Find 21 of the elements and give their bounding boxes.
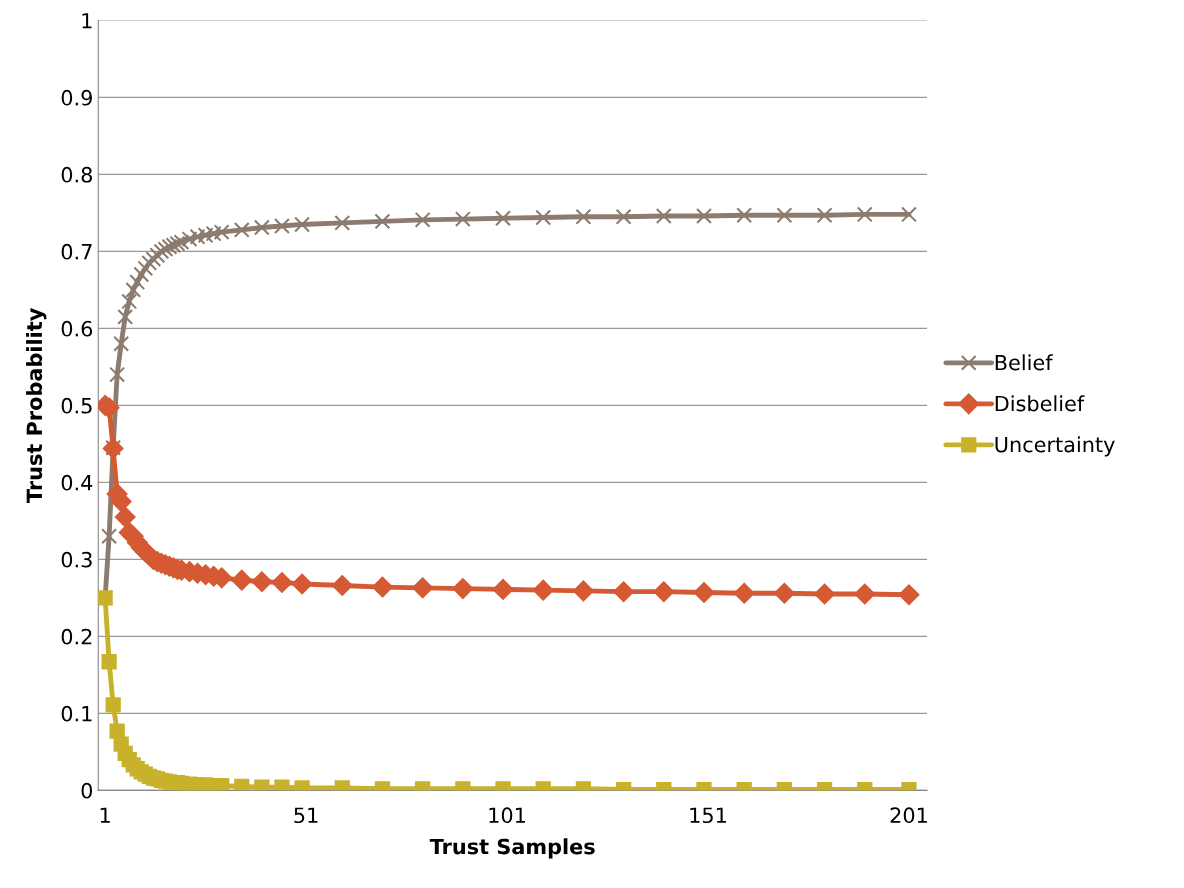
x-axis-title: Trust Samples (429, 838, 595, 859)
legend-label: Belief (995, 354, 1053, 371)
y-tick-label: 0.5 (61, 397, 92, 414)
y-tick-label: 0.8 (61, 166, 92, 183)
x-tick-label: 151 (690, 807, 726, 824)
legend-label: Disbelief (995, 395, 1085, 412)
y-tick-label: 0.7 (61, 243, 92, 260)
y-tick-label: 1 (82, 13, 92, 29)
y-tick-label: 0.4 (61, 474, 93, 491)
y-axis-title: Trust Probability (26, 308, 47, 503)
legend-label: Uncertainty (995, 436, 1115, 457)
y-tick-label: 0.3 (61, 551, 92, 568)
x-tick-label: 201 (890, 807, 927, 824)
y-tick-label: 0.9 (61, 89, 92, 106)
y-tick-label: 0 (81, 782, 93, 799)
x-tick-label: 1 (100, 807, 110, 823)
y-tick-label: 0.2 (61, 628, 92, 645)
x-tick-label: 51 (294, 807, 318, 824)
y-tick-label: 0.6 (61, 320, 93, 337)
y-tick-label: 0.1 (61, 705, 92, 722)
x-tick-label: 101 (489, 807, 525, 824)
